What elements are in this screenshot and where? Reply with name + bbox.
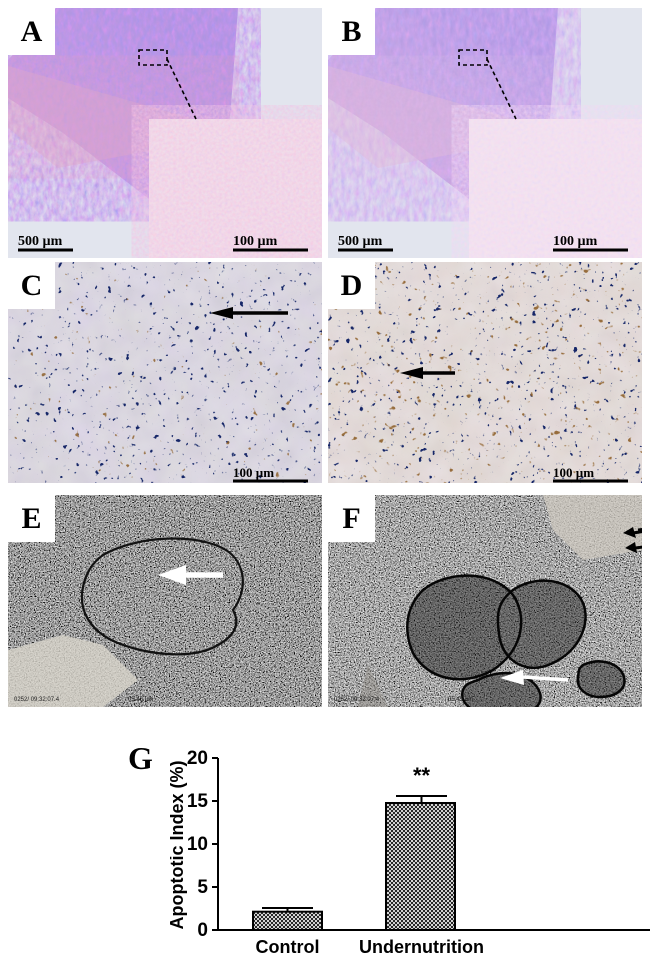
svg-text:0: 0	[197, 920, 208, 941]
svg-text:Control: Control	[256, 937, 320, 957]
svg-text:100 µm: 100 µm	[233, 465, 274, 480]
svg-text:5: 5	[197, 877, 208, 898]
svg-text:100 µm: 100 µm	[553, 465, 594, 480]
svg-text:05:45 µm: 05:45 µm	[448, 697, 473, 703]
svg-text:Apoptotic Index (%): Apoptotic Index (%)	[170, 761, 187, 930]
svg-text:0252/ 09:32:07.4: 0252/ 09:32:07.4	[14, 697, 60, 703]
svg-text:**: **	[413, 763, 431, 788]
svg-text:20: 20	[187, 748, 208, 769]
svg-text:0252/ 09:32:07.4: 0252/ 09:32:07.4	[334, 697, 380, 703]
svg-text:500 µm: 500 µm	[338, 234, 383, 249]
svg-text:15: 15	[187, 791, 209, 812]
svg-text:05:45 µm: 05:45 µm	[128, 697, 153, 703]
svg-text:Undernutrition: Undernutrition	[359, 937, 484, 957]
svg-text:100 µm: 100 µm	[233, 234, 278, 249]
svg-text:500 µm: 500 µm	[18, 234, 63, 249]
svg-text:10: 10	[187, 834, 208, 855]
svg-text:100 µm: 100 µm	[553, 234, 598, 249]
